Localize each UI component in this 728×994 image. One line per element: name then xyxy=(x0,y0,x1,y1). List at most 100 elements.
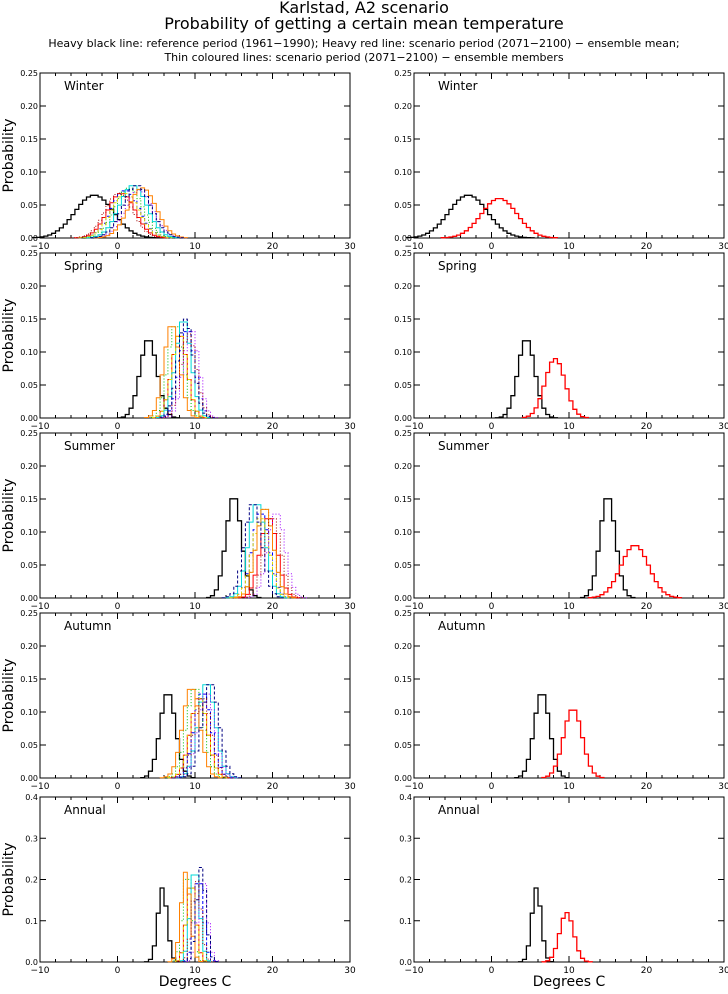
x-tick-label: 0 xyxy=(115,602,121,612)
member-series-line xyxy=(244,513,308,599)
season-label: Winter xyxy=(438,79,478,93)
y-tick-label: 0.2 xyxy=(399,876,412,885)
y-tick-label: 0.10 xyxy=(20,528,38,537)
y-axis-label: Probability xyxy=(1,478,17,552)
y-tick-label: 0.10 xyxy=(394,528,412,537)
season-label: Annual xyxy=(438,803,480,817)
panel-left-winter: −10 0 10 20 30 0.00 0.05 0.10 0.15 0.20 0.25 Winter… xyxy=(1,69,356,252)
x-tick-label: 0 xyxy=(489,602,495,612)
season-label: Annual xyxy=(64,803,106,817)
member-series-line xyxy=(182,867,219,963)
x-tick-label: 30 xyxy=(344,602,356,612)
y-tick-label: 0.00 xyxy=(20,234,38,243)
x-tick-label: 10 xyxy=(189,602,201,612)
reference-series-line xyxy=(205,498,262,599)
member-series-line xyxy=(225,504,289,599)
plot-frame xyxy=(39,72,351,239)
y-tick-label: 0.0 xyxy=(25,958,38,967)
y-tick-label: 0.3 xyxy=(25,834,38,843)
y-tick-label: 0.15 xyxy=(394,495,412,504)
member-series-line xyxy=(229,513,293,599)
plot-frame xyxy=(39,432,351,599)
x-tick-label: 30 xyxy=(344,422,356,432)
x-tick-label: 20 xyxy=(641,242,653,252)
panel-left-annual: −10 0 10 20 30 0.0 0.1 0.2 0.3 0.4 Annual Probabili… xyxy=(1,793,356,990)
y-axis-label: Probability xyxy=(1,658,17,732)
y-tick-label: 0.15 xyxy=(394,315,412,324)
x-tick-label: 10 xyxy=(189,966,201,976)
x-tick-label: 0 xyxy=(489,966,495,976)
reference-series-line xyxy=(494,340,559,419)
y-tick-label: 0.10 xyxy=(394,348,412,357)
x-tick-label: 10 xyxy=(563,242,575,252)
reference-series-line xyxy=(579,498,636,599)
member-series-line xyxy=(70,192,165,239)
x-tick-label: 0 xyxy=(489,782,495,792)
y-tick-label: 0.10 xyxy=(394,708,412,717)
y-tick-label: 0.05 xyxy=(20,561,38,570)
member-series-line xyxy=(167,871,204,963)
reference-series-line xyxy=(116,340,181,419)
member-series-line xyxy=(78,193,173,239)
panel-left-spring: −10 0 10 20 30 0.00 0.05 0.10 0.15 0.20 0.25 Spring… xyxy=(1,249,356,432)
y-tick-label: 0.1 xyxy=(25,917,38,926)
y-axis-label: Probability xyxy=(1,118,17,192)
member-series-line xyxy=(159,688,223,779)
x-tick-label: 20 xyxy=(641,422,653,432)
y-tick-label: 0.00 xyxy=(394,594,412,603)
y-tick-label: 0.20 xyxy=(394,642,412,651)
y-tick-label: 0.00 xyxy=(20,414,38,423)
y-tick-label: 0.20 xyxy=(394,282,412,291)
y-tick-label: 0.00 xyxy=(20,594,38,603)
panel-right-summer: −10 0 10 20 30 0.00 0.05 0.10 0.15 0.20 0.25 Summer xyxy=(394,429,728,612)
x-axis-label: Degrees C xyxy=(159,974,232,990)
x-tick-label: −10 xyxy=(405,422,424,432)
legend-note-2: Thin coloured lines: scenario period (20… xyxy=(164,51,564,64)
y-tick-label: 0.05 xyxy=(394,201,412,210)
y-tick-label: 0.15 xyxy=(394,675,412,684)
y-tick-label: 0.4 xyxy=(25,793,38,802)
y-tick-label: 0.25 xyxy=(394,609,412,618)
x-tick-label: 30 xyxy=(344,782,356,792)
x-tick-label: −10 xyxy=(31,422,50,432)
y-tick-label: 0.15 xyxy=(394,135,412,144)
x-tick-label: 30 xyxy=(718,422,728,432)
x-tick-label: −10 xyxy=(405,782,424,792)
y-tick-label: 0.0 xyxy=(399,958,412,967)
season-label: Summer xyxy=(438,439,489,453)
x-tick-label: 30 xyxy=(718,242,728,252)
y-tick-label: 0.05 xyxy=(20,381,38,390)
y-tick-label: 0.05 xyxy=(20,741,38,750)
x-tick-label: 20 xyxy=(267,242,279,252)
member-series-line xyxy=(151,335,208,419)
y-tick-label: 0.05 xyxy=(394,561,412,570)
y-tick-label: 0.20 xyxy=(20,282,38,291)
y-tick-label: 0.1 xyxy=(399,917,412,926)
x-tick-label: 30 xyxy=(344,242,356,252)
y-tick-label: 0.10 xyxy=(20,708,38,717)
panel-left-summer: −10 0 10 20 30 0.00 0.05 0.10 0.15 0.20 0.25 Summer… xyxy=(1,429,356,612)
x-tick-label: −10 xyxy=(31,242,50,252)
x-tick-label: 0 xyxy=(489,242,495,252)
season-label: Autumn xyxy=(438,619,485,633)
x-tick-label: −10 xyxy=(31,782,50,792)
member-series-line xyxy=(179,881,215,963)
y-tick-label: 0.25 xyxy=(394,249,412,258)
member-series-line xyxy=(171,698,235,779)
x-tick-label: 20 xyxy=(267,966,279,976)
legend-note-1: Heavy black line: reference period (1961… xyxy=(48,37,680,50)
y-tick-label: 0.20 xyxy=(20,102,38,111)
member-series-line xyxy=(175,887,208,962)
y-tick-label: 0.10 xyxy=(20,348,38,357)
y-tick-label: 0.4 xyxy=(399,793,412,802)
panel-right-winter: −10 0 10 20 30 0.00 0.05 0.10 0.15 0.20 0.25 Winter xyxy=(394,69,728,252)
ensemble-mean-series-line xyxy=(541,709,605,779)
x-tick-label: 10 xyxy=(563,602,575,612)
y-tick-label: 0.10 xyxy=(20,168,38,177)
x-tick-label: −10 xyxy=(31,602,50,612)
y-tick-label: 0.2 xyxy=(25,876,38,885)
y-tick-label: 0.00 xyxy=(394,414,412,423)
x-tick-label: 10 xyxy=(563,782,575,792)
plot-frame xyxy=(413,432,725,599)
y-tick-label: 0.00 xyxy=(394,774,412,783)
